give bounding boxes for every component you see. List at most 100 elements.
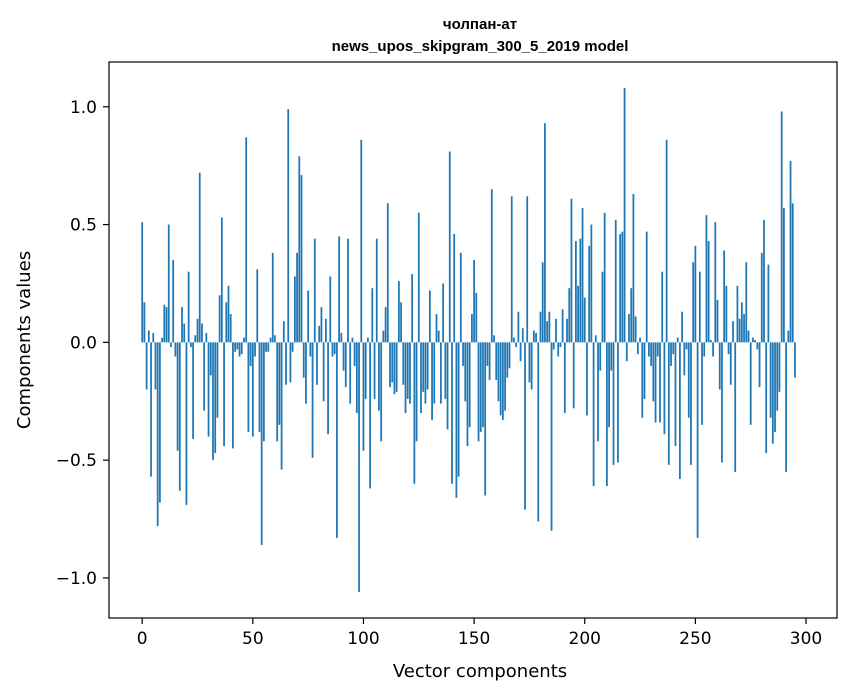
bar-118 xyxy=(402,342,405,385)
bar-273 xyxy=(745,262,748,343)
bar-10 xyxy=(163,304,166,343)
bar-129 xyxy=(426,342,429,390)
bar-208 xyxy=(601,271,604,343)
bar-291 xyxy=(785,342,787,472)
bar-21 xyxy=(187,271,190,343)
bar-97 xyxy=(355,342,358,414)
bar-271 xyxy=(740,302,743,343)
bar-68 xyxy=(291,342,294,352)
bar-166 xyxy=(508,342,511,369)
bar-231 xyxy=(652,342,655,402)
bar-243 xyxy=(679,342,681,479)
bar-159 xyxy=(493,335,495,343)
bar-290 xyxy=(783,208,785,343)
bar-293 xyxy=(789,160,792,343)
bar-0 xyxy=(141,222,144,343)
bar-180 xyxy=(539,311,542,343)
bar-151 xyxy=(475,292,478,343)
y-axis-ticks: −1.0 −0.5 0.0 0.5 1.0 xyxy=(56,98,109,589)
bar-7 xyxy=(156,342,159,527)
bar-75 xyxy=(307,290,310,343)
bar-158 xyxy=(490,189,493,343)
bar-145 xyxy=(462,342,464,366)
bar-161 xyxy=(497,342,500,402)
bar-241 xyxy=(674,342,677,447)
bar-112 xyxy=(389,342,391,388)
bar-215 xyxy=(617,342,619,463)
bar-189 xyxy=(559,342,562,348)
bar-124 xyxy=(415,342,418,442)
bar-277 xyxy=(754,340,757,343)
bar-60 xyxy=(274,335,276,343)
bar-236 xyxy=(663,342,666,435)
bar-138 xyxy=(446,342,449,430)
bar-214 xyxy=(614,219,617,343)
bar-47 xyxy=(245,137,248,343)
y-tick-label: 0.0 xyxy=(70,333,97,353)
bar-162 xyxy=(499,342,502,416)
bar-250 xyxy=(694,245,697,343)
bar-295 xyxy=(794,342,796,378)
bar-233 xyxy=(656,342,659,357)
bar-197 xyxy=(577,285,579,343)
bar-108 xyxy=(380,342,383,442)
bar-292 xyxy=(787,330,790,343)
bar-73 xyxy=(302,342,305,378)
bar-228 xyxy=(645,231,648,343)
bar-261 xyxy=(718,342,721,390)
bar-207 xyxy=(599,342,602,371)
bar-46 xyxy=(243,337,245,343)
bar-25 xyxy=(196,318,199,343)
bar-85 xyxy=(329,276,332,343)
bar-249 xyxy=(692,262,695,343)
bar-99 xyxy=(360,139,363,343)
bar-34 xyxy=(216,342,219,418)
bar-101 xyxy=(364,342,367,399)
bar-148 xyxy=(468,342,471,428)
bar-56 xyxy=(265,342,267,352)
bar-17 xyxy=(178,342,181,491)
bar-49 xyxy=(249,342,252,366)
bar-205 xyxy=(594,335,597,343)
bar-190 xyxy=(561,309,564,343)
bar-142 xyxy=(455,342,458,498)
bar-262 xyxy=(721,342,723,463)
bar-251 xyxy=(696,342,699,538)
bar-177 xyxy=(532,330,535,343)
bar-276 xyxy=(752,337,754,343)
bar-133 xyxy=(435,314,438,343)
bar-28 xyxy=(203,342,206,411)
bar-6 xyxy=(154,342,157,390)
bar-76 xyxy=(309,342,312,357)
bar-178 xyxy=(535,332,537,343)
bar-44 xyxy=(238,342,241,357)
bar-62 xyxy=(278,342,281,425)
bar-119 xyxy=(404,342,407,414)
bar-122 xyxy=(411,274,414,343)
bar-227 xyxy=(643,342,646,399)
bar-141 xyxy=(453,233,456,343)
bar-248 xyxy=(690,342,692,465)
bar-45 xyxy=(240,342,243,355)
bar-39 xyxy=(227,285,230,343)
bar-237 xyxy=(665,139,668,343)
bar-283 xyxy=(767,264,770,343)
bar-24 xyxy=(194,335,197,343)
bar-181 xyxy=(541,262,544,343)
bar-223 xyxy=(634,316,637,343)
bar-86 xyxy=(331,342,334,357)
bar-285 xyxy=(771,342,774,444)
bar-230 xyxy=(650,342,653,366)
bar-179 xyxy=(537,342,540,522)
bar-54 xyxy=(260,342,263,545)
bar-154 xyxy=(482,342,484,428)
bar-103 xyxy=(369,342,371,489)
bar-175 xyxy=(528,342,531,383)
bar-89 xyxy=(338,236,341,343)
bar-198 xyxy=(579,238,582,343)
bar-29 xyxy=(205,332,208,343)
bar-165 xyxy=(506,342,509,378)
bar-43 xyxy=(236,342,239,350)
bar-128 xyxy=(424,342,427,404)
bar-247 xyxy=(687,342,690,418)
